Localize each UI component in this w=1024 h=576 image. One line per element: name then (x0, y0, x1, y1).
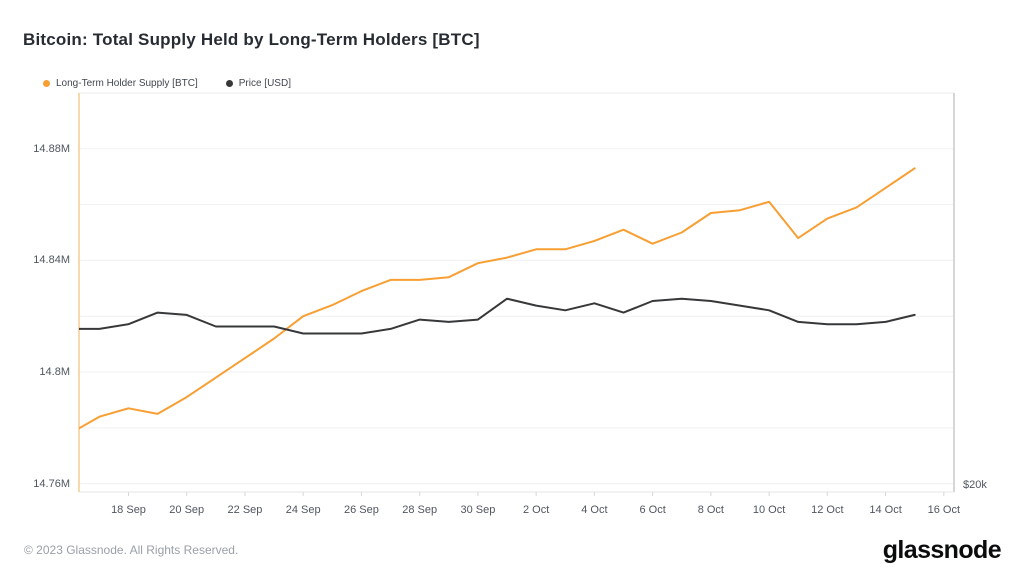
x-axis-tick-label: 10 Oct (752, 504, 786, 516)
y-axis-tick-label: 14.8M (39, 366, 70, 379)
legend-label-price: Price [USD] (238, 78, 291, 89)
x-axis-tick-label: 6 Oct (639, 504, 666, 516)
x-axis-tick-label: 30 Sep (460, 504, 496, 516)
x-axis-tick-label: 4 Oct (581, 504, 608, 516)
x-axis-tick-label: 24 Sep (285, 504, 321, 516)
y-axis-tick-label: 14.76M (33, 477, 70, 490)
y-axis-tick-label: 14.88M (33, 142, 70, 155)
x-axis-tick-label: 26 Sep (344, 504, 379, 516)
x-axis-tick-label: 18 Sep (111, 504, 146, 516)
legend-dot-price-icon (225, 80, 233, 87)
x-axis-tick-label: 12 Oct (811, 504, 844, 516)
footer-copyright: © 2023 Glassnode. All Rights Reserved. (24, 543, 239, 557)
page-title: Bitcoin: Total Supply Held by Long-Term … (23, 30, 480, 50)
legend-label-supply: Long-Term Holder Supply [BTC] (56, 78, 198, 89)
x-axis-tick-label: 28 Sep (402, 504, 438, 516)
legend-dot-supply-icon (43, 80, 50, 87)
legend-item-supply[interactable]: Long-Term Holder Supply [BTC] (43, 78, 198, 89)
x-axis-tick-label: 22 Sep (227, 504, 263, 516)
x-axis-tick-label: 8 Oct (697, 504, 724, 516)
chart-legend: Long-Term Holder Supply [BTC] Price [USD… (43, 78, 291, 89)
legend-item-price[interactable]: Price [USD] (225, 78, 291, 89)
x-axis-tick-label: 20 Sep (169, 504, 205, 516)
y-axis-tick-label: 14.84M (33, 254, 70, 267)
x-axis-tick-label: 16 Oct (927, 504, 960, 516)
x-axis-tick-label: 14 Oct (869, 504, 902, 516)
x-axis-tick-label: 2 Oct (522, 504, 550, 516)
right-axis-tick-label: $20k (963, 478, 987, 491)
glassnode-logo: glassnode (882, 536, 1002, 564)
